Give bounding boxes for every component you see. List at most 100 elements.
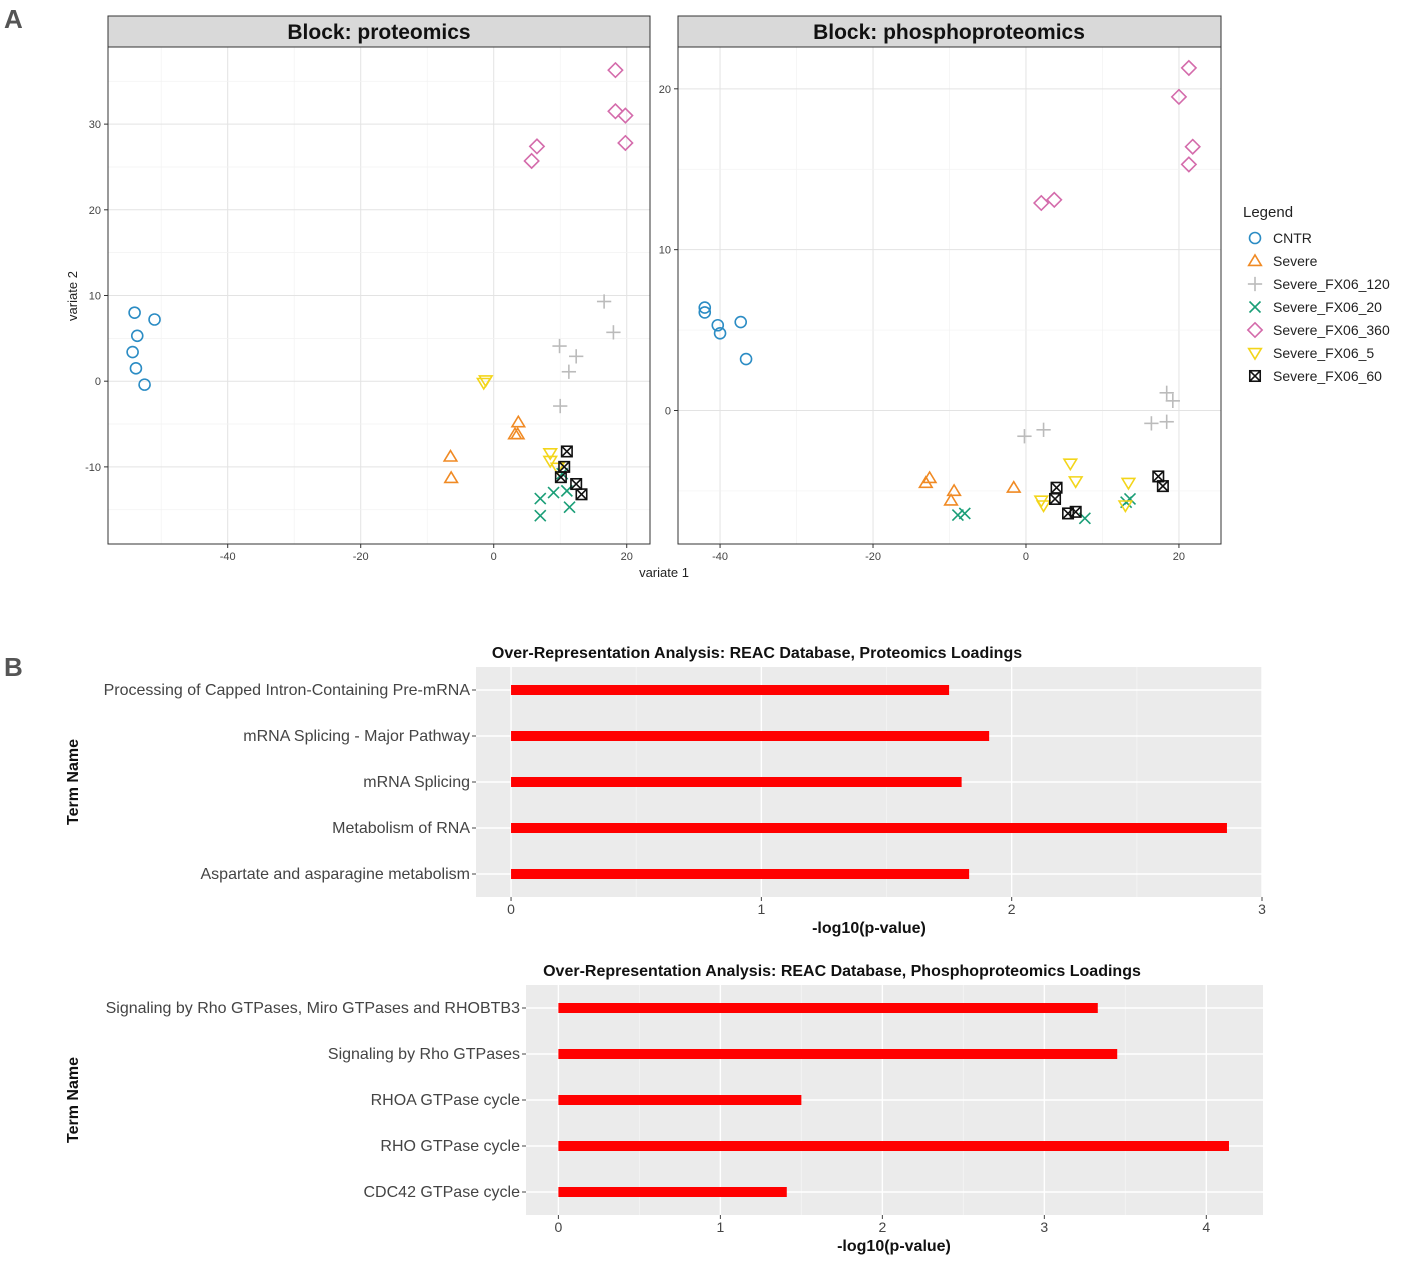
point-severe — [442, 449, 459, 462]
bar-xlabel-proteomics: -log10(p-value) — [812, 920, 926, 937]
point-severe-fx06-360 — [607, 61, 624, 79]
legend-key-severe — [1247, 253, 1263, 267]
x-tick-label: 20 — [1173, 551, 1185, 563]
point-cntr — [739, 352, 753, 366]
category-label: CDC42 GTPase cycle — [364, 1184, 521, 1201]
bar-x-tick-label: 1 — [716, 1219, 724, 1235]
point-severe-fx06-120 — [553, 398, 568, 414]
point-severe-fx06-120 — [1144, 416, 1159, 431]
panel-label-b: B — [4, 652, 23, 682]
bar-x-tick-label: 2 — [1008, 901, 1016, 917]
strip-title-proteomics: Block: proteomics — [287, 21, 470, 44]
point-severe-fx06-60 — [1049, 492, 1062, 505]
legend-items: CNTR Severe Severe_FX06_120 Severe_FX06_20 S… — [1246, 230, 1390, 384]
point-cntr — [129, 362, 143, 375]
point-severe-fx06-20 — [563, 501, 576, 514]
bars-phosphoproteomics — [558, 1003, 1229, 1197]
point-severe — [946, 483, 962, 497]
y-tick-label: 20 — [659, 84, 671, 96]
bar-labels-proteomics: 0 1 2 3 Processing of Capped Intron-Containi… — [104, 682, 1267, 917]
bar-x-tick-label: 3 — [1040, 1219, 1048, 1235]
point-severe-fx06-20 — [547, 486, 560, 499]
scatter-proteomics: Block: proteomics -40 -20 0 20 -10 0 10 20 30 — [85, 15, 651, 563]
point-cntr — [126, 345, 139, 359]
point-severe-fx06-5 — [1035, 500, 1052, 513]
point-severe-fx06-5 — [542, 447, 558, 461]
bar-processing-of-capped-intron-containing-pre-mrna — [511, 685, 950, 695]
bar-rhoa-gtpase-cycle — [558, 1095, 802, 1105]
bar-ylabel-phosphoproteomics: Term Name — [65, 1057, 82, 1143]
plot-border — [677, 46, 1222, 545]
point-severe-fx06-360 — [523, 152, 540, 170]
legend-label-severe-fx06-5: Severe_FX06_5 — [1273, 345, 1374, 361]
point-severe-fx06-20 — [951, 508, 964, 522]
bar-mrna-splicing — [511, 777, 962, 787]
point-severe-fx06-60 — [560, 445, 573, 458]
point-severe-fx06-5 — [1117, 500, 1134, 513]
y-tick-label: -10 — [85, 462, 101, 474]
legend-key-severe-fx06-20 — [1248, 300, 1262, 314]
grid-phosphoproteomics — [678, 47, 1221, 544]
point-severe — [509, 426, 526, 440]
legend-label-severe-fx06-20: Severe_FX06_20 — [1273, 299, 1382, 315]
category-label: mRNA Splicing - Major Pathway — [243, 728, 470, 745]
legend-key-severe-fx06-60 — [1248, 369, 1262, 383]
point-severe-fx06-20 — [534, 509, 547, 522]
point-severe-fx06-5 — [1062, 458, 1079, 472]
point-severe-fx06-120 — [1165, 393, 1180, 409]
bar-title-phosphoproteomics: Over-Representation Analysis: REAC Datab… — [543, 963, 1141, 980]
point-severe — [1005, 480, 1022, 493]
bars-proteomics — [511, 685, 1227, 879]
bar-signaling-by-rho-gtpases-miro-gtpases-and-rhobtb3 — [558, 1003, 1098, 1013]
point-severe-fx06-60 — [554, 471, 567, 484]
category-label: Metabolism of RNA — [332, 820, 470, 837]
bar-x-tick-label: 4 — [1202, 1219, 1210, 1235]
point-severe-fx06-360 — [617, 134, 634, 152]
point-severe-fx06-5 — [1067, 476, 1084, 489]
bar-metabolism-of-rna — [511, 823, 1227, 833]
point-severe-fx06-120 — [552, 338, 567, 354]
point-severe-fx06-360 — [1170, 88, 1188, 106]
x-axis-label-scatter: variate 1 — [639, 565, 689, 580]
point-severe-fx06-360 — [1180, 156, 1198, 173]
point-severe-fx06-5 — [477, 375, 494, 388]
bar-title-proteomics: Over-Representation Analysis: REAC Datab… — [492, 645, 1022, 662]
point-severe-fx06-120 — [569, 349, 584, 364]
y-tick-label: 30 — [89, 119, 101, 131]
bar-x-tick-label: 1 — [757, 901, 765, 917]
point-cntr — [713, 326, 727, 340]
x-tick-label: 0 — [491, 551, 497, 563]
legend-key-cntr — [1248, 231, 1262, 245]
points-proteomics — [126, 61, 634, 522]
x-tick-label: -40 — [220, 551, 236, 563]
bar-x-tick-label: 0 — [507, 901, 515, 917]
point-severe-fx06-60 — [575, 488, 588, 501]
point-severe-fx06-120 — [596, 294, 612, 309]
point-severe-fx06-120 — [561, 364, 577, 379]
category-label: RHOA GTPase cycle — [371, 1092, 520, 1109]
point-severe — [943, 492, 959, 506]
bar-xlabel-phosphoproteomics: -log10(p-value) — [837, 1238, 951, 1255]
grid-proteomics — [108, 47, 650, 544]
point-severe-fx06-5 — [549, 462, 566, 476]
point-cntr — [698, 306, 712, 319]
point-severe-fx06-5 — [1120, 477, 1137, 491]
category-label: Processing of Capped Intron-Containing P… — [104, 682, 471, 699]
legend-label-severe-fx06-60: Severe_FX06_60 — [1273, 368, 1382, 384]
x-tick-label: 20 — [621, 551, 633, 563]
category-label: Signaling by Rho GTPases — [328, 1046, 520, 1063]
bar-x-tick-label: 2 — [878, 1219, 886, 1235]
legend-key-severe-fx06-120 — [1247, 276, 1263, 292]
point-cntr — [698, 301, 712, 314]
point-cntr — [734, 315, 748, 329]
legend-title: Legend — [1243, 204, 1293, 221]
legend: Legend CNTR Severe Severe_FX06_120 Severe_F… — [1243, 204, 1390, 384]
ticks-phosphoproteomics: -40 -20 0 20 0 10 20 — [659, 84, 1185, 563]
y-tick-label: 10 — [89, 291, 101, 303]
point-severe-fx06-120 — [1017, 429, 1032, 444]
point-cntr — [138, 378, 151, 391]
point-severe-fx06-360 — [528, 138, 546, 155]
points-phosphoproteomics — [698, 59, 1201, 525]
ticks-proteomics: -40 -20 0 20 -10 0 10 20 30 — [85, 119, 633, 563]
